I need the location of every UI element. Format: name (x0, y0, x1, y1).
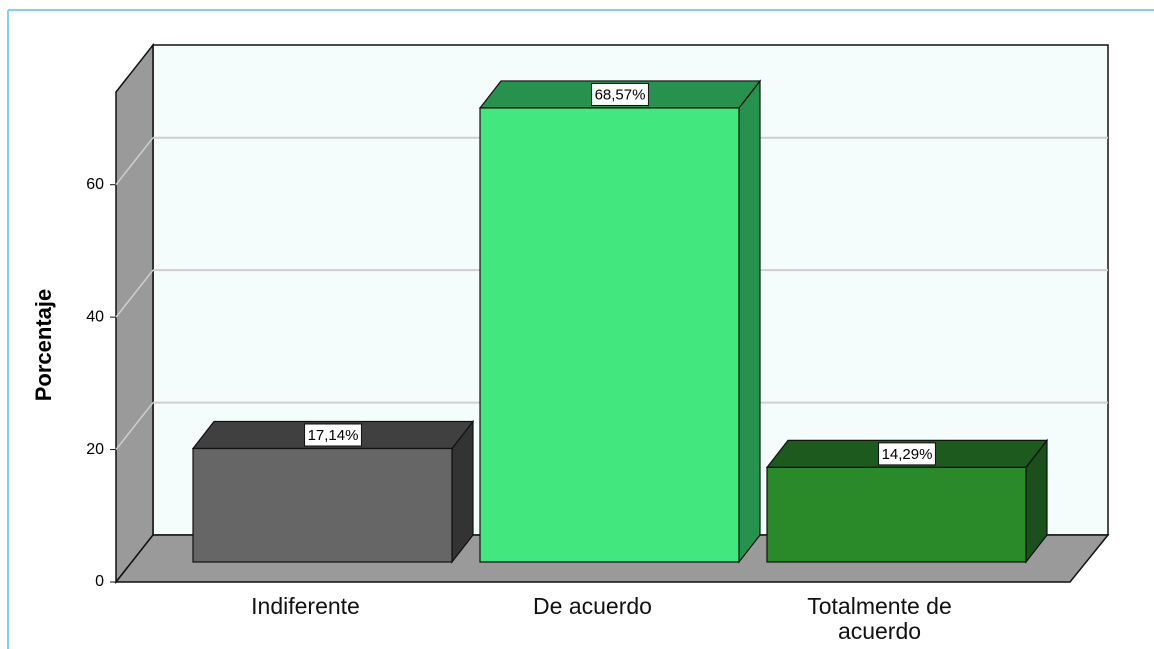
bar-side (738, 79, 761, 564)
y-tick-label: 40 (86, 308, 104, 325)
x-tick-label: Totalmente de acuerdo (807, 593, 952, 644)
y-axis-label: Porcentaje (31, 289, 56, 402)
bar (192, 447, 453, 563)
grid-line-side (115, 269, 154, 318)
bar (479, 107, 740, 563)
y-tick-label: 60 (86, 176, 104, 193)
grid-line-side (115, 402, 154, 451)
left-wall (115, 42, 154, 585)
bar (766, 466, 1027, 563)
y-tick-label: 20 (86, 441, 104, 458)
value-label-box (304, 423, 362, 447)
y-tick-label: 0 (95, 573, 104, 590)
value-label-box (878, 442, 936, 466)
x-tick-label: De acuerdo (533, 593, 652, 619)
value-label: 14,29% (882, 446, 933, 463)
grid-line-side (115, 137, 154, 186)
x-tick-label: Indiferente (251, 593, 360, 619)
value-label: 68,57% (595, 86, 646, 103)
value-label-box (591, 82, 649, 106)
value-label: 17,14% (308, 427, 359, 444)
